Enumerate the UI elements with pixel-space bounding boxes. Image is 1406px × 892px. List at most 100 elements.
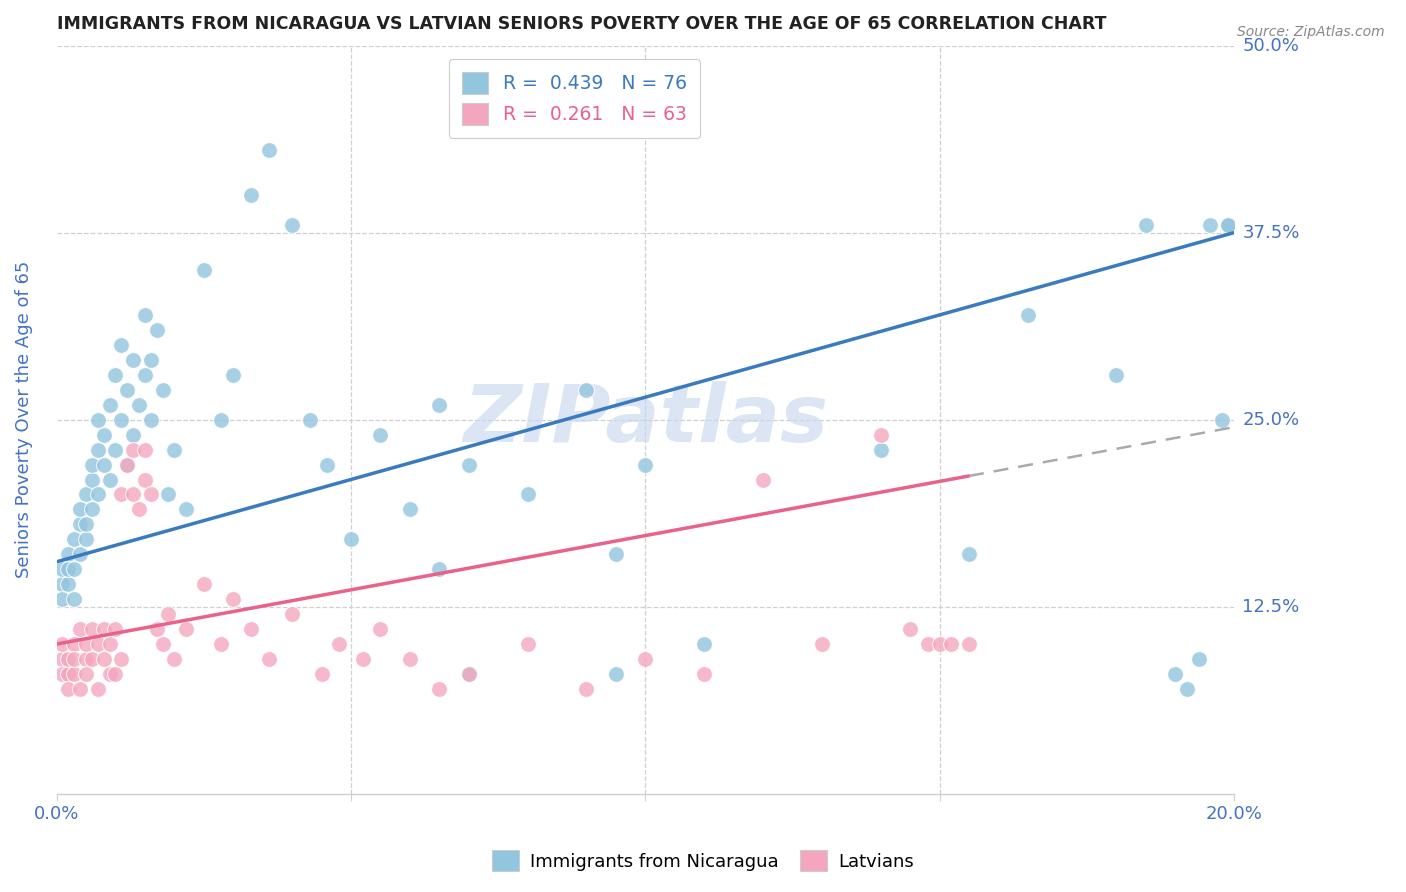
Point <box>69 547 91 561</box>
Point <box>575 681 598 696</box>
Point <box>1164 667 1187 681</box>
Point <box>87 681 110 696</box>
Text: ZIPatlas: ZIPatlas <box>463 381 828 458</box>
Point <box>110 338 132 352</box>
Point <box>316 458 339 472</box>
Point <box>174 502 197 516</box>
Point <box>398 502 420 516</box>
Point <box>370 622 392 636</box>
Point <box>63 592 86 607</box>
Point <box>51 667 73 681</box>
Point <box>605 547 627 561</box>
Point <box>605 667 627 681</box>
Point <box>69 622 91 636</box>
Point <box>122 352 145 367</box>
Legend: R =  0.439   N = 76, R =  0.261   N = 63: R = 0.439 N = 76, R = 0.261 N = 63 <box>449 59 700 137</box>
Point <box>917 637 939 651</box>
Point <box>80 458 103 472</box>
Point <box>222 368 245 382</box>
Point <box>239 188 262 202</box>
Point <box>128 398 150 412</box>
Point <box>398 652 420 666</box>
Y-axis label: Seniors Poverty Over the Age of 65: Seniors Poverty Over the Age of 65 <box>15 261 32 578</box>
Point <box>516 637 538 651</box>
Point <box>152 637 174 651</box>
Point <box>941 637 963 651</box>
Point <box>163 442 186 457</box>
Point <box>58 652 80 666</box>
Point <box>87 442 110 457</box>
Point <box>58 562 80 576</box>
Point <box>1216 218 1239 232</box>
Point <box>1187 652 1209 666</box>
Point <box>928 637 950 651</box>
Point <box>281 218 304 232</box>
Point <box>139 487 162 501</box>
Point <box>222 592 245 607</box>
Point <box>93 427 115 442</box>
Point <box>75 487 97 501</box>
Point <box>752 473 775 487</box>
Point <box>209 637 232 651</box>
Point <box>87 637 110 651</box>
Point <box>298 412 321 426</box>
Point <box>457 667 479 681</box>
Text: Source: ZipAtlas.com: Source: ZipAtlas.com <box>1237 25 1385 39</box>
Point <box>51 562 73 576</box>
Point <box>128 502 150 516</box>
Point <box>693 637 716 651</box>
Point <box>69 517 91 532</box>
Point <box>93 622 115 636</box>
Point <box>811 637 834 651</box>
Point <box>75 533 97 547</box>
Point <box>75 637 97 651</box>
Point <box>693 667 716 681</box>
Point <box>75 652 97 666</box>
Point <box>163 652 186 666</box>
Point <box>257 144 280 158</box>
Point <box>80 473 103 487</box>
Point <box>869 427 891 442</box>
Point <box>98 473 121 487</box>
Point <box>69 502 91 516</box>
Text: 50.0%: 50.0% <box>1243 37 1299 54</box>
Point <box>58 667 80 681</box>
Text: 12.5%: 12.5% <box>1243 598 1299 615</box>
Point <box>134 368 156 382</box>
Point <box>139 352 162 367</box>
Point <box>80 502 103 516</box>
Point <box>898 622 921 636</box>
Point <box>110 652 132 666</box>
Point <box>152 383 174 397</box>
Point <box>87 487 110 501</box>
Point <box>328 637 350 651</box>
Point <box>957 547 980 561</box>
Point <box>1175 681 1198 696</box>
Point <box>139 412 162 426</box>
Point <box>110 487 132 501</box>
Text: 37.5%: 37.5% <box>1243 224 1299 242</box>
Point <box>58 547 80 561</box>
Point <box>457 667 479 681</box>
Point <box>87 412 110 426</box>
Point <box>122 442 145 457</box>
Point <box>340 533 363 547</box>
Point <box>122 427 145 442</box>
Point <box>427 681 450 696</box>
Point <box>58 681 80 696</box>
Point <box>80 652 103 666</box>
Point <box>145 323 167 337</box>
Point <box>117 458 139 472</box>
Point <box>134 473 156 487</box>
Point <box>352 652 374 666</box>
Point <box>516 487 538 501</box>
Point <box>257 652 280 666</box>
Point <box>239 622 262 636</box>
Point <box>1105 368 1128 382</box>
Point <box>104 622 127 636</box>
Point <box>117 383 139 397</box>
Point <box>174 622 197 636</box>
Point <box>1017 308 1039 322</box>
Point <box>93 652 115 666</box>
Text: 25.0%: 25.0% <box>1243 410 1299 429</box>
